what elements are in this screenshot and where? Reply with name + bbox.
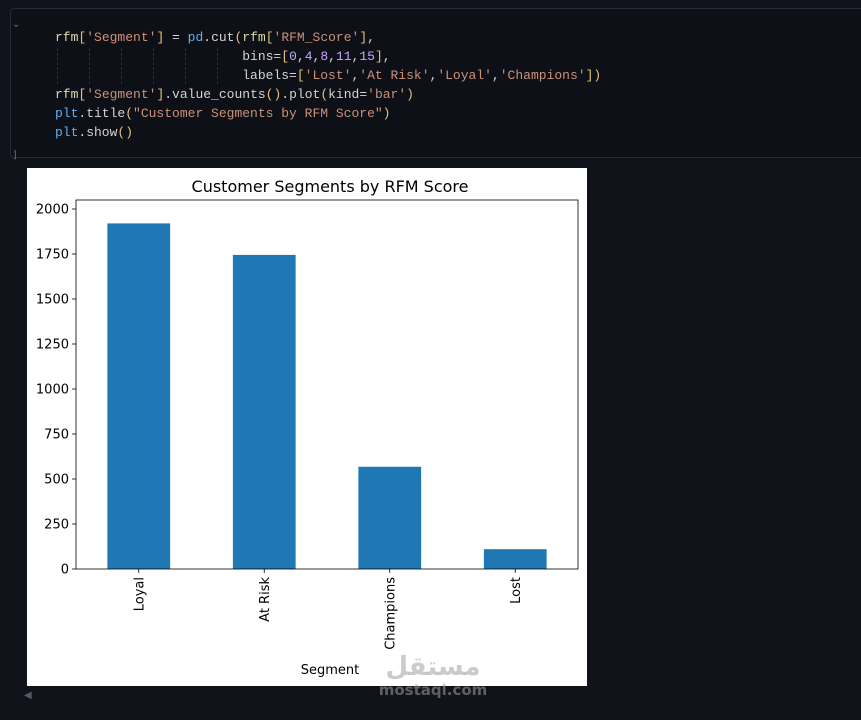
indent-guide — [185, 48, 186, 84]
indent-guide — [121, 48, 122, 84]
code-line: labels=['Lost','At Risk','Loyal','Champi… — [55, 68, 602, 83]
y-tick-label: 1250 — [36, 338, 69, 353]
y-tick-label: 250 — [44, 518, 69, 533]
indent-guide — [217, 48, 218, 84]
code-line: plt.show() — [55, 125, 134, 140]
bar-at-risk — [232, 254, 296, 569]
x-tick-label: At Risk — [258, 577, 273, 622]
code-editor[interactable]: rfm['Segment'] = pd.cut(rfm['RFM_Score']… — [55, 28, 601, 142]
bar-loyal — [107, 223, 171, 569]
x-tick-label: Lost — [509, 577, 524, 604]
y-tick-label: 750 — [44, 428, 69, 443]
bar-champions — [358, 466, 422, 569]
code-line: rfm['Segment'].value_counts().plot(kind=… — [55, 87, 414, 102]
watermark-logo: مستقل mostaql.com — [378, 652, 488, 698]
plot-frame — [75, 199, 579, 570]
x-axis-label: Segment — [301, 663, 360, 678]
watermark-latin: mostaql.com — [378, 681, 488, 699]
indent-guide — [153, 48, 154, 84]
bar-chart: Customer Segments by RFM Score Loyal At R… — [36, 177, 579, 678]
code-cell[interactable]: ⌄ ] rfm['Segment'] = pd.cut(rfm['RFM_Sco… — [10, 8, 861, 161]
code-line: rfm['Segment'] = pd.cut(rfm['RFM_Score']… — [55, 30, 375, 45]
scroll-left-icon[interactable]: ◀ — [24, 690, 32, 701]
y-tick-label: 1500 — [36, 293, 69, 308]
x-tick-label: Champions — [383, 577, 398, 650]
code-line: plt.title("Customer Segments by RFM Scor… — [55, 106, 391, 121]
output-area: Customer Segments by RFM Score Loyal At R… — [27, 168, 587, 686]
chevron-down-icon[interactable]: ⌄ — [12, 19, 21, 30]
chart-title: Customer Segments by RFM Score — [192, 177, 469, 196]
y-tick-label: 0 — [61, 563, 69, 578]
y-tick-label: 2000 — [36, 203, 69, 218]
y-tick-label: 500 — [44, 473, 69, 488]
cell-prompt-bracket: ] — [12, 150, 19, 161]
bar-lost — [483, 549, 547, 569]
y-tick-label: 1750 — [36, 248, 69, 263]
watermark-arabic: مستقل — [385, 652, 481, 682]
indent-guide — [57, 48, 58, 84]
y-tick-label: 1000 — [36, 383, 69, 398]
indent-guide — [89, 48, 90, 84]
x-tick-label: Loyal — [132, 577, 147, 611]
code-line: bins=[0,4,8,11,15], — [55, 49, 391, 64]
